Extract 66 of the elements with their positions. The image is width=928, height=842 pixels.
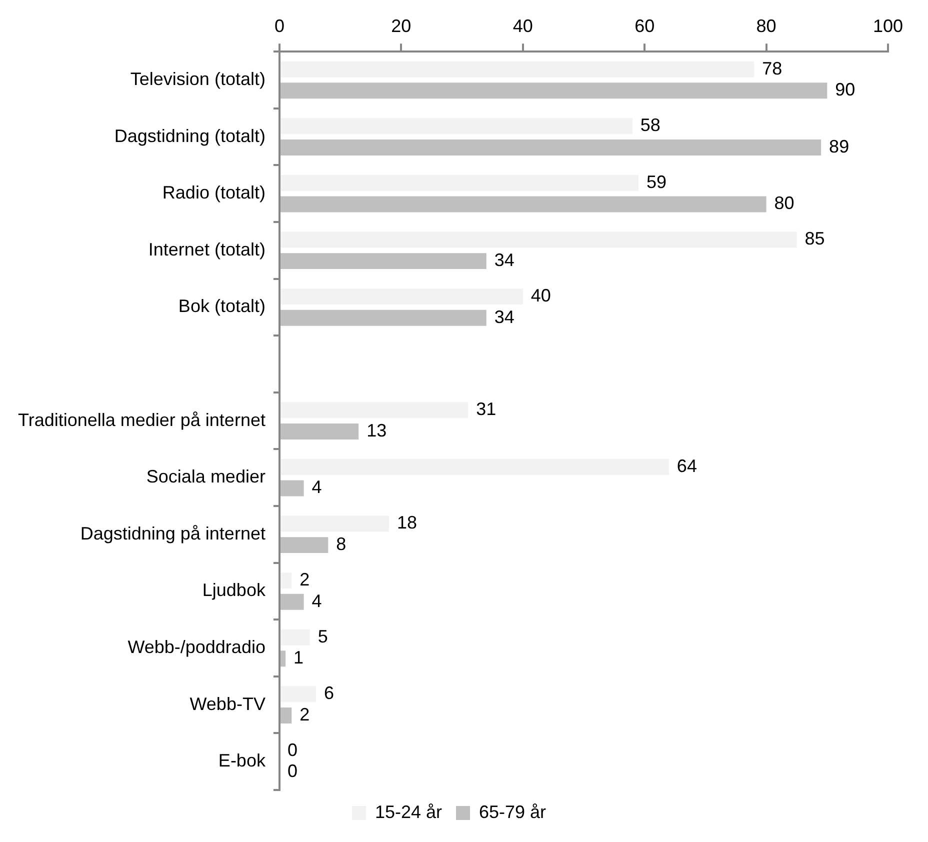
x-tick-label: 40	[512, 16, 533, 36]
data-label: 78	[762, 58, 782, 78]
data-label: 4	[312, 590, 322, 611]
data-label: 40	[530, 286, 551, 306]
data-label: 34	[494, 250, 514, 270]
data-label: 6	[324, 683, 334, 704]
bar	[280, 480, 304, 496]
bar	[280, 537, 328, 554]
bar	[280, 61, 754, 78]
bar	[280, 629, 310, 646]
bar	[280, 572, 292, 589]
y-tick-label: Dagstidning på internet	[80, 523, 266, 544]
bar	[280, 458, 669, 475]
data-label: 31	[476, 399, 496, 420]
data-label: 2	[300, 704, 310, 724]
data-label: 64	[676, 456, 697, 476]
data-label: 80	[774, 193, 794, 214]
bar	[280, 232, 797, 248]
y-tick-label: Bok (totalt)	[178, 296, 266, 316]
data-label: 8	[336, 534, 346, 554]
bar	[280, 196, 766, 212]
data-label: 13	[366, 420, 387, 440]
legend-label: 15-24 år	[374, 802, 442, 822]
data-label: 0	[287, 761, 298, 782]
y-tick-label: Dagstidning (totalt)	[114, 126, 266, 146]
y-tick-label: Radio (totalt)	[162, 182, 266, 203]
bar	[280, 594, 304, 610]
data-label: 2	[300, 570, 310, 590]
x-tick-label: 100	[872, 16, 904, 36]
data-label: 85	[804, 228, 825, 249]
bar	[280, 650, 286, 667]
bar	[280, 118, 632, 134]
legend-label: 65-79 år	[479, 802, 546, 822]
data-label: 18	[397, 512, 418, 533]
data-label: 4	[312, 477, 322, 498]
y-tick-label: Ljudbok	[202, 580, 266, 600]
bar	[280, 516, 389, 532]
x-tick-label: 80	[756, 16, 776, 36]
data-label: 34	[494, 306, 514, 327]
data-label: 1	[294, 648, 304, 668]
data-label: 0	[287, 740, 298, 760]
data-label: 90	[835, 80, 856, 100]
data-label: 89	[829, 136, 850, 156]
y-tick-label: Television (totalt)	[130, 68, 266, 89]
y-tick-label: Internet (totalt)	[148, 239, 266, 260]
data-label: 58	[640, 115, 660, 136]
y-tick-label: Traditionella medier på internet	[18, 410, 266, 430]
y-tick-label: E-bok	[218, 750, 266, 771]
data-label: 5	[318, 626, 328, 646]
x-tick-label: 60	[634, 16, 655, 36]
bar	[280, 82, 828, 99]
bar	[280, 139, 822, 156]
bar	[280, 423, 359, 440]
bar	[280, 707, 292, 724]
bar	[280, 402, 468, 418]
bar	[280, 310, 486, 326]
y-tick-label: Sociala medier	[146, 466, 266, 487]
x-tick-label: 0	[274, 16, 284, 36]
data-label: 59	[646, 172, 667, 192]
bar	[280, 686, 316, 702]
y-tick-label: Webb-/poddradio	[128, 636, 266, 657]
y-tick-label: Webb-TV	[190, 694, 266, 714]
bar	[280, 253, 486, 270]
bar	[280, 174, 638, 191]
x-tick-label: 20	[391, 16, 412, 36]
bar	[280, 288, 523, 305]
